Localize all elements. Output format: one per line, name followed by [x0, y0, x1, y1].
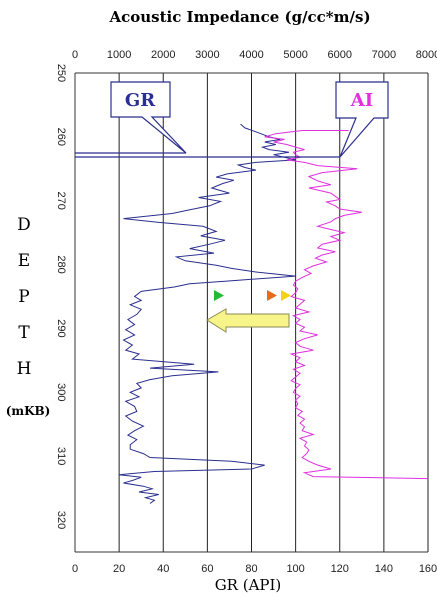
depth-label-letter: E	[18, 251, 30, 271]
bottom-axis-ticks: 0 20 40 60 80 100 120 140 160	[72, 563, 437, 575]
depth-tick-label: 250	[55, 64, 67, 82]
series-ai-line	[264, 130, 429, 480]
depth-label-letter: D	[17, 215, 31, 235]
depth-axis-ticks: 250 260 270 280 290 300 310 320	[55, 64, 67, 529]
top-tick-label: 0	[72, 49, 78, 61]
bottom-tick-label: 100	[286, 563, 304, 575]
ai-callout-box	[335, 81, 389, 158]
orange-marker-icon	[267, 290, 277, 301]
chart-title: Acoustic Impedance (g/cc*m/s)	[108, 8, 370, 26]
depth-tick-label: 280	[55, 255, 67, 273]
depth-tick-label: 300	[55, 383, 67, 401]
ai-callout: AI	[335, 81, 389, 158]
gr-callout-label: GR	[125, 90, 156, 111]
bottom-tick-label: 120	[331, 563, 349, 575]
top-tick-label: 3000	[195, 49, 219, 61]
bottom-tick-label: 40	[157, 563, 169, 575]
top-tick-label: 2000	[151, 49, 175, 61]
depth-label-letter: T	[18, 323, 30, 343]
top-tick-label: 1000	[107, 49, 131, 61]
yellow-marker-icon	[281, 290, 291, 301]
top-tick-label: 6000	[328, 49, 352, 61]
gr-callout: GR	[110, 81, 187, 154]
left-arrow-icon	[206, 308, 290, 333]
bottom-tick-label: 60	[201, 563, 213, 575]
x-axis-label: GR (API)	[215, 576, 282, 594]
depth-label-letter: H	[17, 359, 32, 379]
green-marker-icon	[214, 290, 224, 301]
bottom-tick-label: 160	[419, 563, 437, 575]
top-tick-label: 4000	[239, 49, 263, 61]
top-tick-label: 7000	[372, 49, 396, 61]
depth-label-letter: P	[18, 287, 29, 307]
depth-tick-label: 260	[55, 128, 67, 146]
ai-callout-label: AI	[350, 90, 373, 111]
depth-tick-label: 290	[55, 319, 67, 337]
depth-tick-label: 270	[55, 192, 67, 210]
bottom-tick-label: 0	[72, 563, 78, 575]
gr-callout-box	[110, 81, 187, 154]
depth-tick-label: 320	[55, 511, 67, 529]
bottom-tick-label: 80	[245, 563, 257, 575]
depth-tick-label: 310	[55, 447, 67, 465]
series-gr-line	[119, 123, 296, 504]
depth-unit-label: (mKB)	[6, 404, 51, 418]
bottom-tick-label: 20	[113, 563, 125, 575]
annotations: GR AI	[75, 81, 389, 333]
bottom-tick-label: 140	[375, 563, 393, 575]
top-tick-label: 5000	[283, 49, 307, 61]
